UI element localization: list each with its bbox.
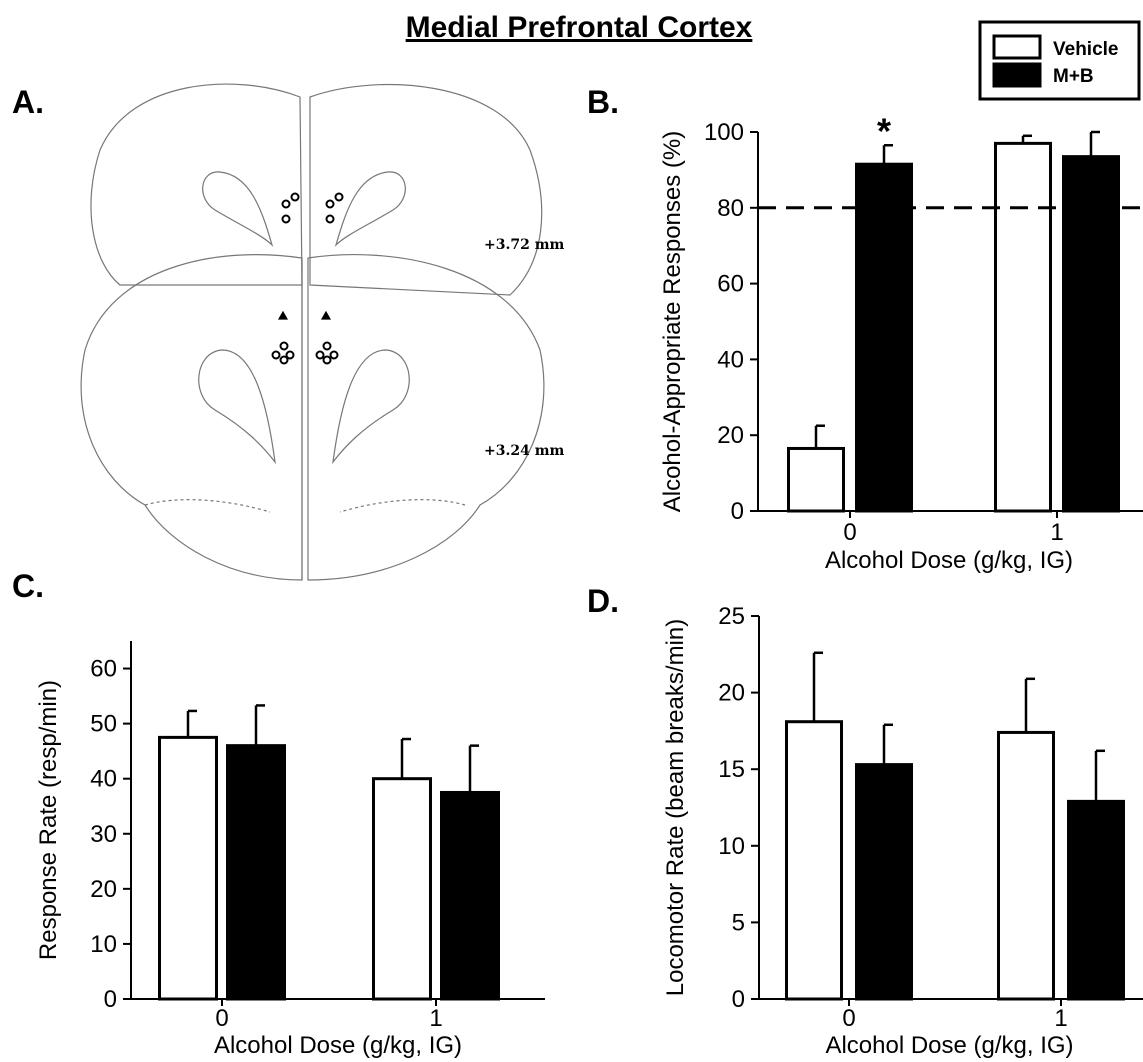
atlas-section-label-upper: +3.72 mm (484, 237, 565, 253)
y-tick-label: 20 (718, 680, 745, 707)
placement-marker (322, 355, 332, 365)
atlas-upper-right-ventricle (334, 171, 406, 248)
y-tick-label: 80 (717, 195, 744, 222)
y-tick-label: 50 (90, 711, 117, 738)
x-tick-label: 0 (842, 1005, 855, 1032)
y-tick-label: 20 (717, 422, 744, 449)
atlas-upper-left-ventricle (202, 171, 274, 248)
figure-title: Medial Prefrontal Cortex (406, 11, 753, 44)
x-tick-label: 1 (1050, 519, 1063, 546)
bar (1062, 155, 1120, 513)
placement-marker (315, 350, 325, 360)
placement-marker (290, 192, 300, 202)
brain-atlas-diagram (80, 83, 545, 581)
y-tick-label: 40 (717, 346, 744, 373)
y-tick-label: 60 (90, 656, 117, 683)
y-tick-label: 0 (104, 986, 117, 1013)
y-tick-label: 20 (90, 876, 117, 903)
y-tick-label: 0 (732, 986, 745, 1013)
atlas-upper-left-hemisphere (90, 83, 303, 286)
placement-marker (334, 192, 344, 202)
panel-label-a: A. (12, 84, 44, 120)
placement-triangle (277, 310, 289, 320)
atlas-lower-left-hemisphere (80, 254, 303, 581)
placement-marker (325, 214, 335, 224)
bar (158, 735, 218, 1001)
y-tick-label: 60 (717, 271, 744, 298)
bar (372, 777, 432, 1001)
y-tick-label: 100 (704, 119, 744, 146)
y-axis-label: Locomotor Rate (beam breaks/min) (662, 619, 689, 996)
panel-label-b: B. (587, 84, 619, 120)
placement-marker (285, 350, 295, 360)
y-tick-label: 10 (90, 931, 117, 958)
panel-label-d: D. (587, 583, 619, 619)
y-tick-label: 30 (90, 821, 117, 848)
atlas-lower-left-ventricle (198, 349, 276, 465)
x-tick-label: 1 (429, 1005, 442, 1032)
bar (855, 162, 913, 513)
x-axis-label: Alcohol Dose (g/kg, IG) (214, 1032, 462, 1059)
legend-swatch-vehicle (992, 34, 1042, 60)
bar (997, 730, 1055, 1001)
atlas-upper-right-hemisphere (309, 84, 543, 296)
atlas-section-label-lower: +3.24 mm (484, 443, 565, 459)
panel-label-c: C. (12, 568, 44, 604)
placement-marker (271, 350, 281, 360)
atlas-lower-contours (144, 499, 466, 513)
y-axis-label: Response Rate (resp/min) (35, 680, 62, 960)
placement-marker (281, 214, 291, 224)
placement-marker (281, 199, 291, 209)
atlas-lower-right-hemisphere (307, 254, 545, 581)
placement-marker (325, 199, 335, 209)
y-tick-label: 10 (718, 833, 745, 860)
legend: Vehicle M+B (978, 20, 1141, 101)
bar (787, 446, 845, 513)
placement-triangle (320, 310, 332, 320)
bar (855, 763, 913, 1001)
legend-swatch-mb (992, 62, 1042, 88)
y-tick-label: 40 (90, 766, 117, 793)
bar (226, 744, 286, 1001)
x-tick-label: 0 (843, 519, 856, 546)
bar (1067, 799, 1125, 1001)
y-tick-label: 15 (718, 756, 745, 783)
placement-marker (279, 341, 289, 351)
bar (994, 141, 1052, 513)
bar (785, 720, 843, 1001)
legend-label-vehicle: Vehicle (1053, 39, 1119, 60)
placement-marker (279, 355, 289, 365)
placement-marker (329, 350, 339, 360)
bar (440, 790, 500, 1001)
x-tick-label: 0 (215, 1005, 228, 1032)
significance-marker: * (877, 110, 891, 151)
y-tick-label: 0 (731, 498, 744, 525)
x-axis-label: Alcohol Dose (g/kg, IG) (825, 1032, 1073, 1059)
legend-label-mb: M+B (1053, 66, 1094, 87)
x-tick-label: 1 (1054, 1005, 1067, 1032)
x-axis-label: Alcohol Dose (g/kg, IG) (825, 547, 1073, 574)
y-tick-label: 25 (718, 603, 745, 630)
y-axis-label: Alcohol-Appropriate Responses (%) (659, 131, 686, 513)
atlas-lower-right-ventricle (332, 349, 410, 465)
placement-marker (322, 341, 332, 351)
y-tick-label: 5 (732, 909, 745, 936)
